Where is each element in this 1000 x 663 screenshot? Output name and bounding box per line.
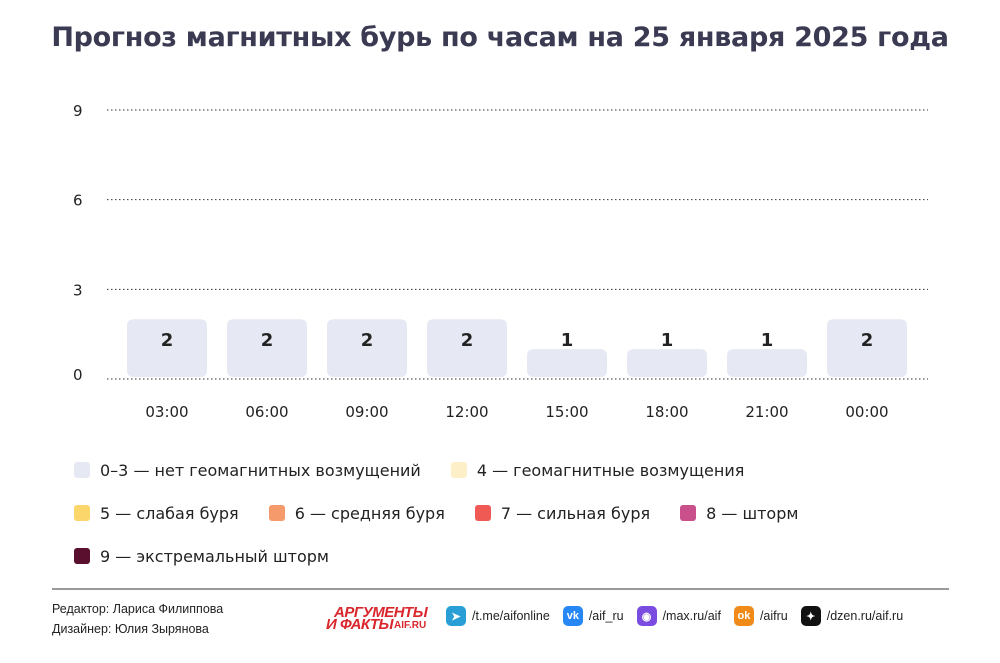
designer-credit: Дизайнер: Юлия Зырянова [52,622,209,636]
y-tick-label: 6 [73,192,83,210]
bar-value-label: 1 [761,330,774,351]
legend-swatch [680,505,697,521]
aif-logo[interactable]: АРГУМЕНТЫ И ФАКТЫ AIF.RU [326,604,434,633]
legend-item-4: 4 — геомагнитные возмущения [450,460,745,480]
legend-label: 6 — средняя буря [294,503,445,523]
bar [727,349,807,377]
dzen-icon: ✦ [800,606,821,626]
x-tick-label: 15:00 [545,403,588,421]
bar [527,349,607,377]
legend-label: 0–3 — нет геомагнитных возмущений [100,460,421,480]
legend-row: 0–3 — нет геомагнитных возмущений 4 — ге… [74,459,954,481]
social-links: ➤ /t.me/aifonline vk /aif_ru ◉ /max.ru/a… [446,606,916,626]
bar-value-label: 2 [861,330,874,351]
x-tick-label: 06:00 [245,403,288,421]
bar-chart: 0 3 6 9 2 03:00 2 06:00 2 09:00 2 12:00 1 15:00 1 18:00… [73,102,928,421]
social-link-telegram[interactable]: ➤ /t.me/aifonline [446,606,550,626]
bar [627,349,707,377]
logo-text-top: АРГУМЕНТЫ [334,604,428,621]
legend-item-8: 8 — шторм [680,504,798,523]
social-link-text: /aif_ru [588,609,624,623]
bar [327,319,407,377]
x-tick-label: 03:00 [145,403,188,421]
vk-icon: vk [562,606,583,626]
social-link-text: /max.ru/aif [662,609,721,623]
odnoklassniki-icon: ok [733,606,754,626]
legend-row: 5 — слабая буря 6 — средняя буря 7 — сил… [74,502,954,524]
bar-value-label: 2 [161,330,174,351]
legend-label: 7 — сильная буря [500,503,651,523]
bar-value-label: 1 [561,330,574,351]
legend-item-0-3: 0–3 — нет геомагнитных возмущений [74,461,421,480]
legend-swatch [74,505,90,521]
x-tick-label: 09:00 [345,403,388,421]
social-link-text: /dzen.ru/aif.ru [826,609,904,623]
logo-text-bottom: И ФАКТЫ [326,616,394,633]
legend-label: 4 — геомагнитные возмущения [476,460,745,480]
social-link-max[interactable]: ◉ /max.ru/aif [636,606,721,626]
bar [227,319,307,377]
social-link-vk[interactable]: vk /aif_ru [562,606,624,626]
x-tick-label: 18:00 [645,403,688,421]
bar [427,319,507,377]
credits: Редактор: Лариса Филиппова Дизайнер: Юли… [52,599,223,639]
legend-swatch [268,505,285,521]
legend-item-9: 9 — экстремальный шторм [74,547,329,566]
bar [827,319,907,377]
x-tick-label: 00:00 [845,403,888,421]
legend-swatch [74,462,90,478]
legend-item-6: 6 — средняя буря [268,503,445,523]
social-link-dzen[interactable]: ✦ /dzen.ru/aif.ru [800,606,904,626]
telegram-icon: ➤ [446,606,466,626]
bar-value-label: 2 [461,330,474,351]
x-tick-label: 12:00 [445,403,488,421]
x-tick-label: 21:00 [745,403,788,421]
legend-swatch [474,505,491,521]
legend-row: 9 — экстремальный шторм [74,545,954,567]
chart-title: Прогноз магнитных бурь по часам на 25 ян… [51,22,949,53]
legend-swatch [74,548,90,564]
social-link-text: /aifru [759,609,788,623]
bar [127,319,207,377]
bar-value-label: 2 [261,330,274,351]
footer-divider [52,588,949,590]
y-tick-label: 9 [73,102,83,120]
social-link-odnoklassniki[interactable]: ok /aifru [733,606,788,626]
legend-item-5: 5 — слабая буря [74,504,239,523]
editor-credit: Редактор: Лариса Филиппова [52,602,224,616]
legend-label: 8 — шторм [706,503,799,523]
legend-label: 9 — экстремальный шторм [100,546,329,566]
legend-item-7: 7 — сильная буря [474,503,651,523]
legend-swatch [450,462,467,478]
social-link-text: /t.me/aifonline [472,609,550,623]
legend: 0–3 — нет геомагнитных возмущений 4 — ге… [74,459,954,588]
logo-text-sub: AIF.RU [394,620,427,631]
legend-label: 5 — слабая буря [100,503,239,523]
bar-value-label: 2 [361,330,374,351]
y-tick-label: 3 [73,281,83,299]
y-tick-label: 0 [73,366,83,384]
bar-value-label: 1 [661,330,674,351]
max-icon: ◉ [636,606,657,626]
